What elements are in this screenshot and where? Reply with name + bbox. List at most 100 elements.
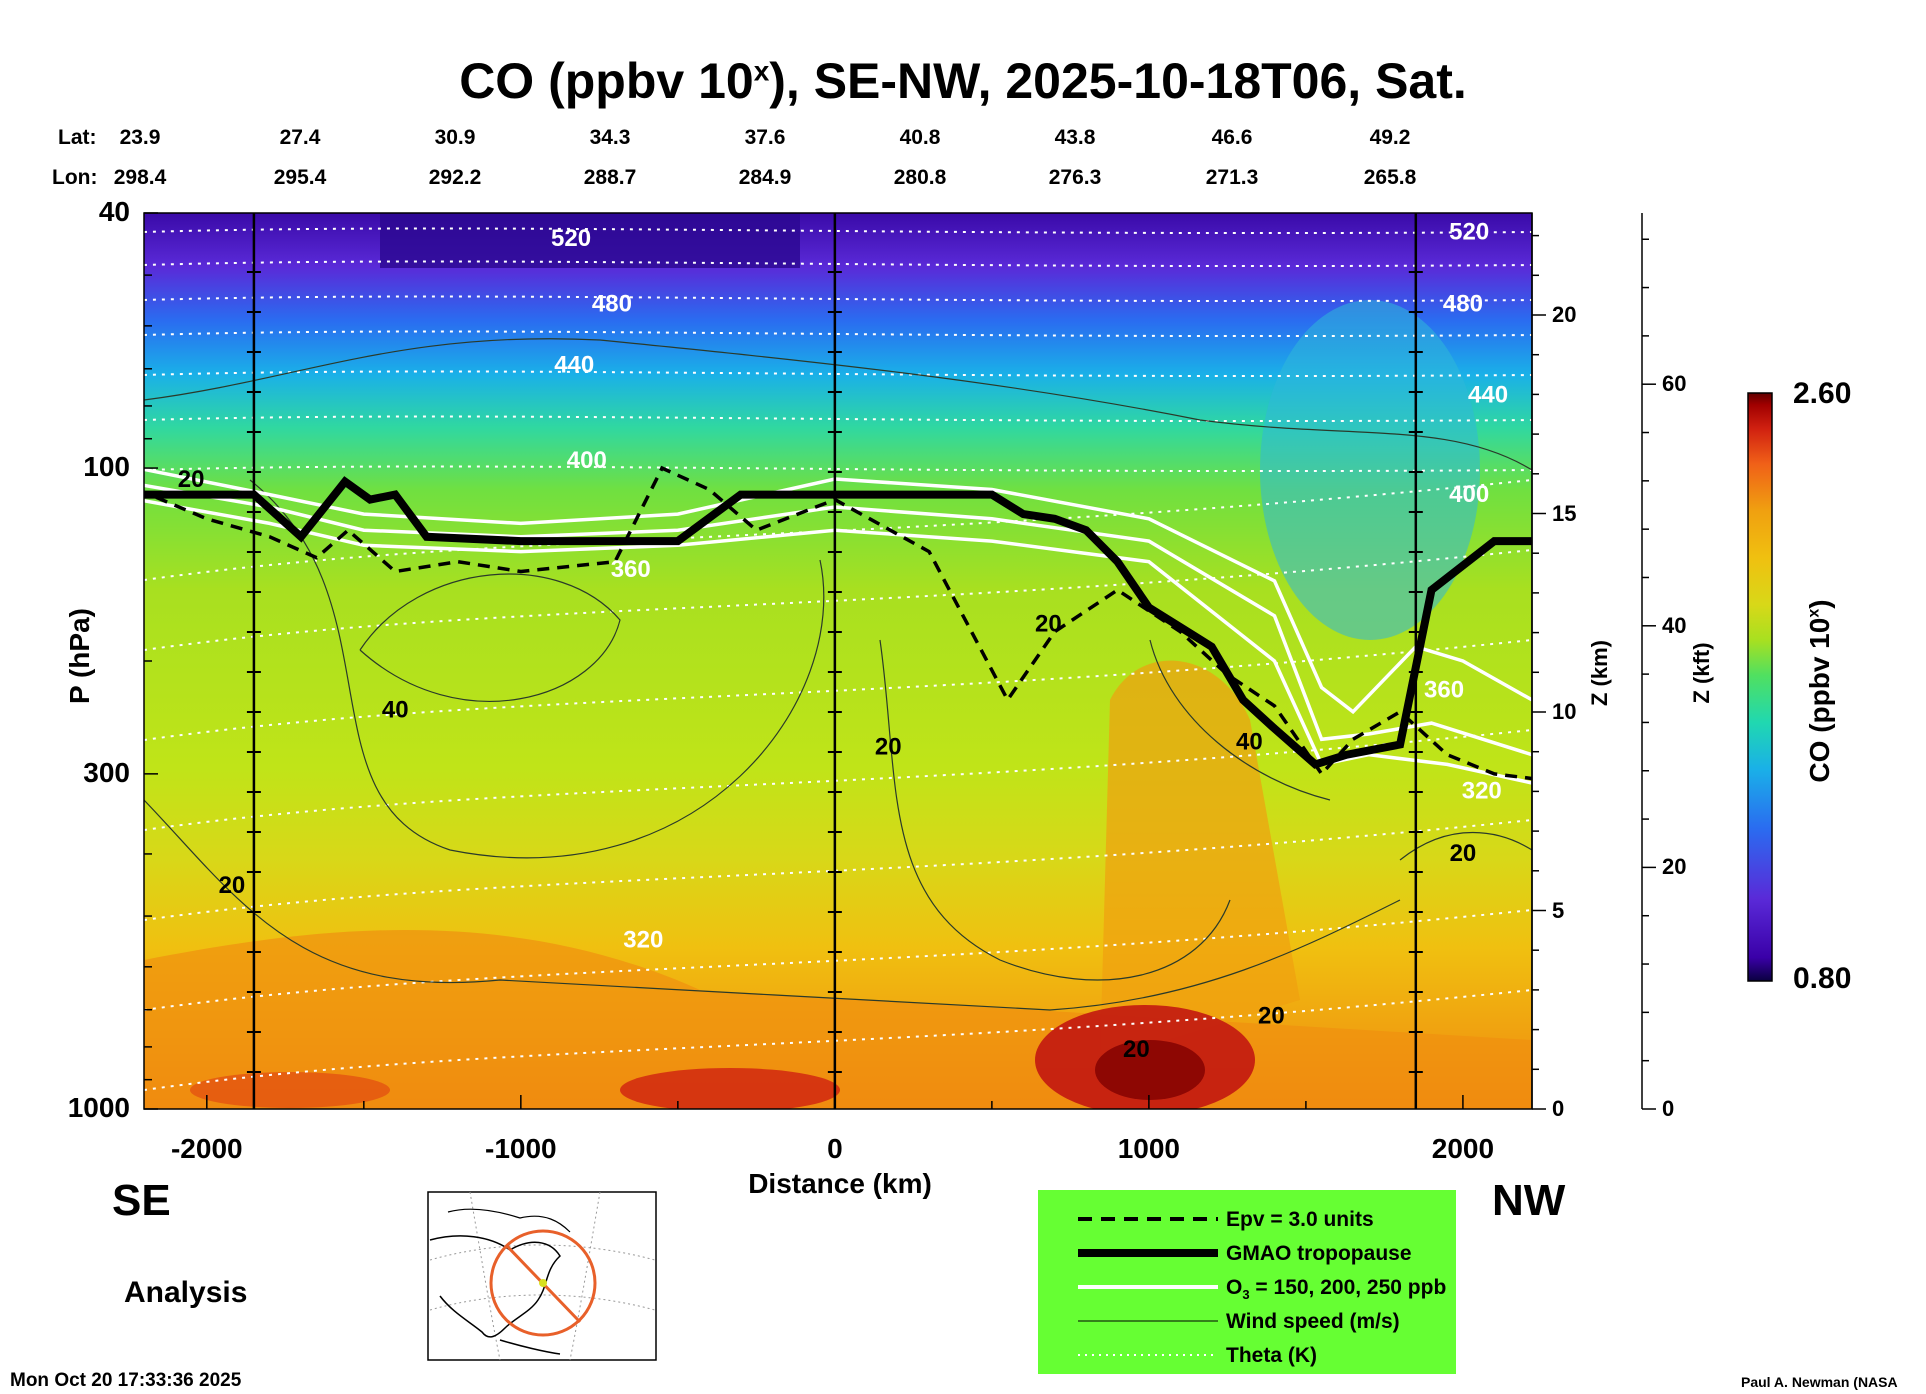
left-axis-ticks [144, 212, 158, 1110]
lon-value: 271.3 [1205, 166, 1259, 189]
wind-contour [1149, 639, 1331, 801]
o3-line [144, 467, 1532, 715]
wind-contour [359, 573, 621, 702]
vertical-reference-lines [246, 213, 1423, 1109]
inset-range-circle [489, 1229, 597, 1337]
legend-epv-text: Epv = 3.0 units [1226, 1208, 1374, 1231]
theta-line [144, 549, 1532, 651]
legend-epv-swatch [1078, 1217, 1218, 1221]
lat-value: 37.6 [744, 126, 786, 149]
wind-label: 20 [1450, 840, 1477, 867]
y-axis-title: P (hPa) [64, 608, 95, 704]
z-kft-title: Z (kft) [1689, 642, 1714, 704]
lon-value: 265.8 [1363, 166, 1417, 189]
inset-coastline-north [447, 1208, 571, 1233]
co-field-features [144, 213, 1532, 1109]
wind-label: 20 [219, 872, 246, 899]
epv-line [144, 465, 1532, 781]
lon-value: 295.4 [273, 166, 327, 189]
lat-label: Lat: [58, 126, 97, 149]
theta-line [144, 729, 1532, 831]
lat-value: 49.2 [1369, 126, 1411, 149]
wind-label: 20 [1035, 611, 1062, 638]
colorbar-title-end: ) [1804, 599, 1835, 609]
z-km-tick-label: 20 [1552, 302, 1577, 327]
legend-theta: Theta (K) [1038, 1338, 1456, 1372]
wind-contour [144, 799, 1401, 1011]
colorbar-min-label: 0.80 [1793, 962, 1852, 995]
lon-value: 288.7 [583, 166, 637, 189]
p-tick-label: 100 [83, 451, 130, 483]
wind-label: 20 [875, 734, 902, 761]
theta-label: 520 [1449, 219, 1489, 246]
legend-epv: Epv = 3.0 units [1038, 1202, 1456, 1236]
theta-label: 400 [567, 447, 607, 474]
wind-labels: 20 40 20 20 20 40 20 20 20 [178, 466, 1477, 1063]
legend-o3-text: O3 = 150, 200, 250 ppb [1226, 1276, 1446, 1302]
o3-line [144, 498, 1532, 785]
wind-label: 20 [1258, 1002, 1285, 1029]
theta-line [144, 260, 1532, 268]
colorbar-title: CO (ppbv 10x) [1804, 571, 1836, 811]
x-tick-label: 1000 [1117, 1133, 1181, 1164]
analysis-label: Analysis [124, 1276, 248, 1309]
p-tick-label: 300 [83, 756, 130, 788]
z-kft-tick-label: 60 [1662, 371, 1687, 397]
lon-value: 292.2 [428, 166, 482, 189]
p-tick-label: 1000 [67, 1092, 130, 1123]
legend-o3: O3 = 150, 200, 250 ppb [1038, 1270, 1456, 1304]
inset-map-frame [427, 1191, 657, 1361]
theta-line [144, 479, 1532, 581]
legend-o3-rest: = 150, 200, 250 ppb [1249, 1276, 1447, 1299]
epv-contour [144, 465, 1532, 781]
lat-value: 27.4 [279, 126, 321, 149]
lat-value: 43.8 [1054, 126, 1096, 149]
title-suffix: ), SE-NW, 2025-10-18T06, Sat. [769, 53, 1467, 109]
wind-contours [144, 338, 1532, 1011]
lat-value: 23.9 [119, 126, 161, 149]
lon-value: 280.8 [893, 166, 947, 189]
theta-line [144, 909, 1532, 1011]
legend-theta-text: Theta (K) [1226, 1344, 1317, 1367]
co-red-surface [620, 1068, 840, 1109]
legend-tropopause-text: GMAO tropopause [1226, 1242, 1412, 1265]
legend-wind: Wind speed (m/s) [1038, 1304, 1456, 1338]
wind-label: 20 [1123, 1036, 1150, 1063]
theta-label: 320 [623, 927, 663, 954]
theta-label: 320 [1462, 778, 1502, 805]
inset-center-marker [539, 1279, 547, 1287]
x-tick-label: -2000 [170, 1133, 243, 1164]
co-red-surface-left [190, 1072, 390, 1108]
theta-label: 480 [592, 291, 632, 318]
p-tick-label: 40 [98, 196, 130, 227]
colorbar-title-text: CO (ppbv 10 [1804, 617, 1835, 783]
legend-o3-sub: 3 [1242, 1287, 1250, 1303]
bottom-axis-ticks [206, 1095, 1464, 1109]
theta-label: 440 [1468, 381, 1508, 408]
theta-line [144, 639, 1532, 741]
z-km-title: Z (km) [1587, 640, 1612, 706]
gmao-tropopause [144, 476, 1532, 769]
wind-contour [144, 338, 1532, 471]
timestamp: Mon Oct 20 17:33:36 2025 [10, 1370, 242, 1391]
x-tick-label: 2000 [1431, 1133, 1495, 1164]
lat-value: 46.6 [1211, 126, 1253, 149]
colorbar-title-sup: x [1805, 608, 1823, 618]
wind-contour [249, 479, 825, 859]
lon-value: 298.4 [113, 166, 167, 189]
theta-label: 480 [1443, 291, 1483, 318]
o3-contours [144, 467, 1532, 785]
z-kft-tick-label: 20 [1662, 854, 1687, 880]
credit: Paul A. Newman (NASA [1741, 1374, 1898, 1390]
z-km-tick-label: 10 [1552, 699, 1577, 724]
wind-contour [1399, 832, 1532, 861]
x-tick-label: -1000 [485, 1133, 557, 1164]
legend-tropopause-swatch [1078, 1249, 1218, 1257]
legend-wind-swatch [1078, 1320, 1218, 1322]
lon-label: Lon: [52, 166, 98, 189]
theta-label: 440 [554, 352, 594, 379]
co-orange-column [1100, 660, 1300, 1060]
legend-o3-swatch [1078, 1285, 1218, 1289]
title-sup: x [753, 55, 770, 87]
direction-right: NW [1492, 1176, 1566, 1225]
